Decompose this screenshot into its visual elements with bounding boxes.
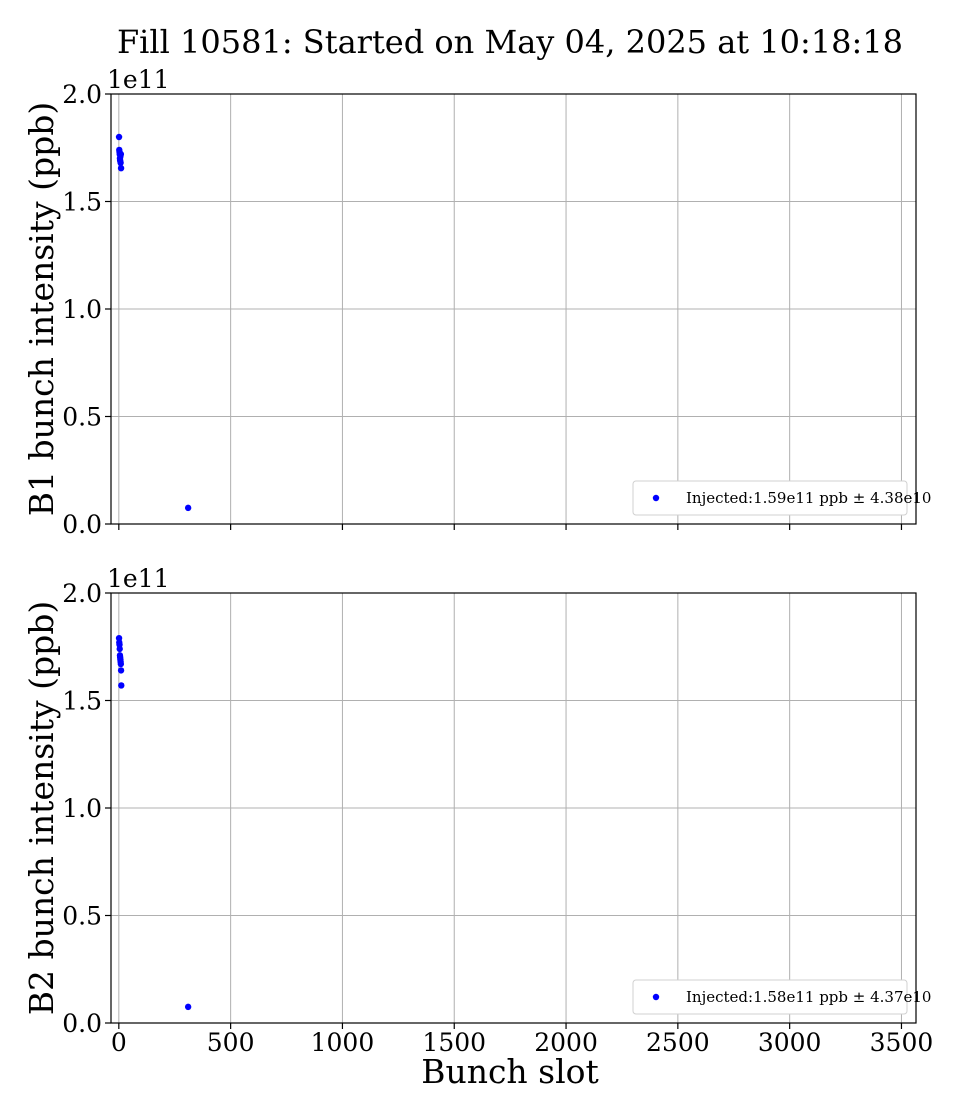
- y-axis-label: B1 bunch intensity (ppb): [22, 102, 61, 516]
- x-tick-label: 1500: [422, 1028, 486, 1057]
- x-tick-label: 2500: [646, 1028, 710, 1057]
- y-tick-label: 1.5: [62, 687, 102, 716]
- y-tick-label: 1.5: [62, 188, 102, 217]
- legend-box: [632, 979, 908, 1015]
- x-tick-label: 500: [207, 1028, 255, 1057]
- legend-label: Injected:1.58e11 ppb ± 4.37e10: [686, 988, 931, 1006]
- x-tick-label: 3500: [870, 1028, 934, 1057]
- x-tick-label: 3000: [758, 1028, 822, 1057]
- data-point: [117, 660, 125, 668]
- y-tick-label: 0.0: [62, 1009, 102, 1038]
- plot-frame: [110, 592, 917, 1024]
- data-point: [116, 645, 123, 653]
- x-tick-label: 0: [111, 1028, 127, 1057]
- data-point: [115, 133, 123, 141]
- figure-title: Fill 10581: Started on May 04, 2025 at 1…: [117, 23, 903, 61]
- x-axis-label: Bunch slot: [421, 1052, 599, 1091]
- legend-marker: [652, 993, 660, 1001]
- data-point: [117, 164, 125, 172]
- data-point: [118, 682, 125, 689]
- legend-marker: [652, 494, 660, 502]
- x-tick-label: 1000: [311, 1028, 375, 1057]
- y-tick-label: 0.0: [62, 510, 102, 539]
- legend-box: [632, 480, 908, 516]
- legend: Injected:1.59e11 ppb ± 4.38e10: [632, 480, 931, 516]
- y-axis-label: B2 bunch intensity (ppb): [22, 601, 61, 1015]
- data-point: [117, 151, 125, 158]
- data-point: [184, 1003, 192, 1011]
- y-tick-label: 2.0: [62, 80, 102, 109]
- y-tick-label: 1.0: [62, 295, 102, 324]
- x-tick-label: 2000: [534, 1028, 598, 1057]
- y-tick-label: 2.0: [62, 579, 102, 608]
- y-tick-label: 1.0: [62, 794, 102, 823]
- data-point: [117, 667, 125, 674]
- panel-2: 0 500 1000 1500 2000 2500 3000 3500 0.0 0.5 1.0 1.5…: [22, 564, 933, 1057]
- data-point: [184, 504, 192, 512]
- data-point: [117, 159, 124, 166]
- y-offset-label: 1e11: [107, 564, 170, 593]
- y-tick-label: 0.5: [62, 902, 102, 931]
- y-offset-label: 1e11: [107, 65, 170, 94]
- plot-frame: [110, 93, 917, 525]
- y-tick-label: 0.5: [62, 403, 102, 432]
- legend: Injected:1.58e11 ppb ± 4.37e10: [632, 979, 931, 1015]
- legend-label: Injected:1.59e11 ppb ± 4.38e10: [686, 489, 931, 507]
